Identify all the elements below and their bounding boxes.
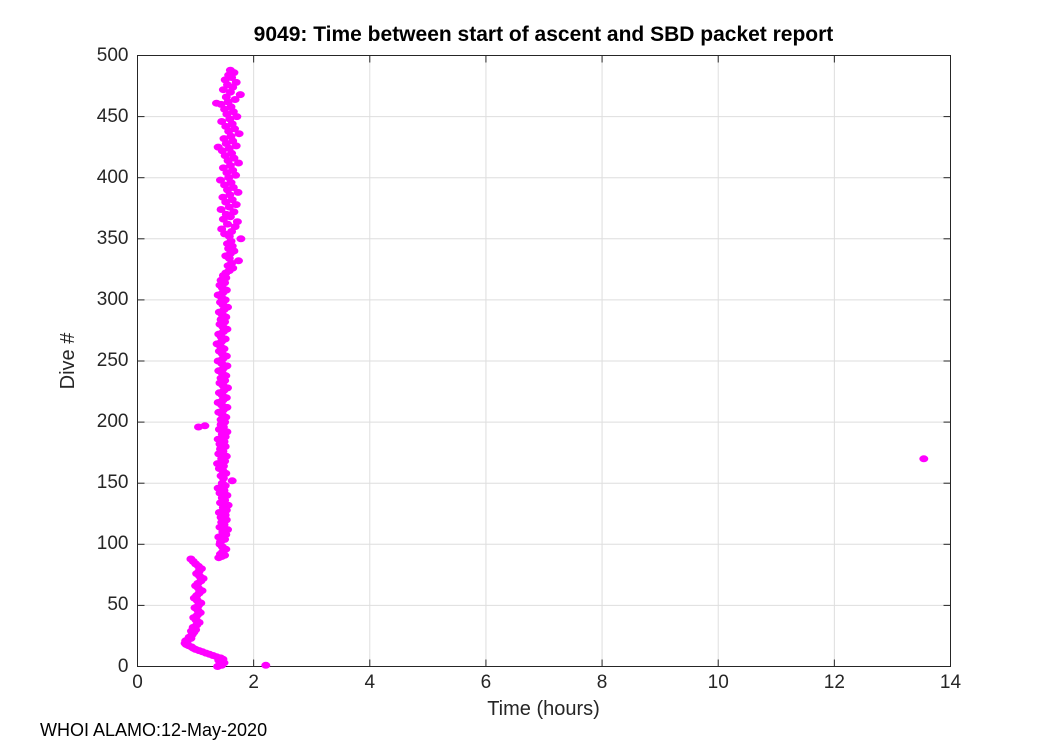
- data-point: [217, 118, 227, 125]
- data-point: [186, 555, 196, 563]
- y-tick-label: 250: [96, 350, 129, 371]
- y-tick-label: 350: [96, 227, 129, 249]
- y-tick-label: 50: [107, 594, 129, 616]
- y-tick-label: 0: [117, 655, 129, 677]
- y-tick-label: 500: [96, 44, 129, 66]
- x-tick-label: 2: [248, 672, 259, 693]
- y-tick-label: 100: [96, 533, 129, 555]
- data-point: [234, 130, 244, 138]
- x-tick-label: 14: [939, 672, 962, 693]
- data-point: [235, 91, 245, 99]
- data-point: [219, 135, 229, 143]
- x-tick-label: 10: [707, 672, 729, 693]
- y-tick-label: 200: [96, 411, 129, 433]
- x-tick-label: 4: [364, 672, 376, 693]
- data-point: [221, 210, 231, 218]
- x-axis-label: Time (hours): [487, 698, 600, 720]
- data-point: [919, 455, 929, 463]
- data-point: [231, 78, 241, 86]
- y-tick-label: 450: [96, 105, 129, 127]
- data-point: [216, 206, 226, 213]
- data-point: [234, 257, 243, 265]
- chart-title: 9049: Time between start of ascent and S…: [253, 23, 834, 46]
- x-tick-label: 0: [132, 672, 143, 693]
- x-tick-label: 8: [596, 672, 608, 693]
- x-tick-label: 12: [823, 672, 845, 693]
- data-point: [213, 143, 223, 151]
- y-tick-label: 400: [96, 166, 129, 188]
- data-point: [233, 188, 243, 196]
- credit-annotation: WHOI ALAMO:12-May-2020: [40, 720, 268, 740]
- data-point: [216, 176, 225, 184]
- data-point: [218, 164, 228, 172]
- x-tick-label: 6: [480, 672, 492, 693]
- data-point: [236, 235, 246, 243]
- y-tick-label: 300: [96, 288, 129, 310]
- data-point: [217, 225, 227, 233]
- data-point: [212, 99, 221, 107]
- data-point: [234, 159, 243, 167]
- data-point: [200, 422, 210, 430]
- data-point: [229, 208, 239, 216]
- data-point: [218, 193, 228, 201]
- data-point: [227, 477, 237, 485]
- y-tick-label: 150: [96, 472, 129, 494]
- data-point: [261, 661, 271, 669]
- data-point: [225, 66, 235, 74]
- data-point: [230, 96, 240, 103]
- data-point: [232, 218, 242, 226]
